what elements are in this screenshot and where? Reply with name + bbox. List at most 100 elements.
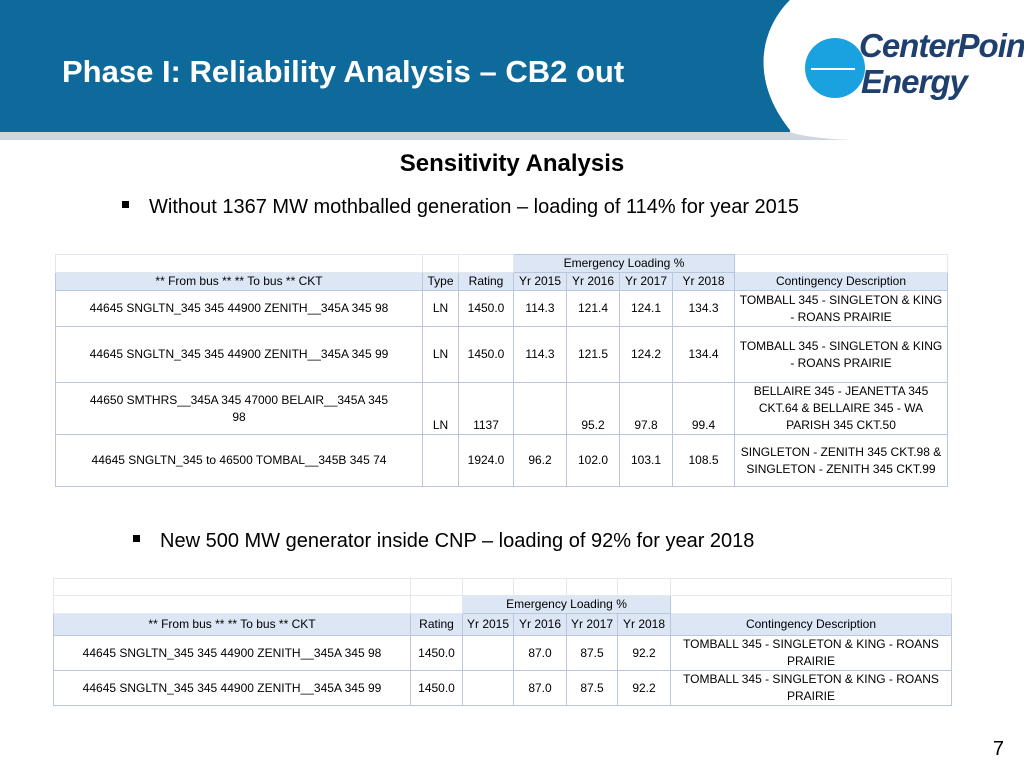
cell-ckt: 44650 SMTHRS__345A 345 47000 BELAIR__345…: [55, 382, 423, 435]
cell-rating: 1450.0: [458, 326, 514, 383]
bullet-2-text: New 500 MW generator inside CNP – loadin…: [160, 530, 755, 552]
cell-yr2018: 134.4: [672, 326, 735, 383]
header-rating: Rating: [410, 613, 463, 636]
header-yr2018: Yr 2018: [617, 613, 671, 636]
page-number: 7: [992, 738, 1004, 760]
header-contingency: Contingency Description: [734, 272, 948, 291]
cell-contingency: TOMBALL 345 - SINGLETON & KING - ROANS P…: [670, 670, 952, 706]
cell-yr2017: 124.2: [619, 326, 673, 383]
centerpoint-logo: CenterPoint. Energy: [805, 28, 1024, 110]
blank-cell: [410, 578, 463, 596]
header-contingency: Contingency Description: [670, 613, 952, 636]
emergency-loading-header: Emergency Loading %: [462, 595, 671, 614]
banner-shape: [0, 0, 1024, 140]
table2-spacer-row: [53, 578, 952, 596]
cell-yr2015: [462, 635, 514, 671]
cell-yr2015: [513, 382, 567, 435]
cell-yr2018: 99.4: [672, 382, 735, 435]
cell-rating: 1450.0: [458, 290, 514, 327]
cell-contingency: SINGLETON - ZENITH 345 CKT.98 & SINGLETO…: [734, 434, 948, 487]
cell-yr2017: 124.1: [619, 290, 673, 327]
cell-yr2015: [462, 670, 514, 706]
blank-cell: [462, 578, 514, 596]
slide-title: Phase I: Reliability Analysis – CB2 out: [62, 54, 625, 89]
header-yr2017: Yr 2017: [619, 272, 673, 291]
cell-type: [422, 434, 459, 487]
cell-contingency: TOMBALL 345 - SINGLETON & KING - ROANS P…: [670, 635, 952, 671]
table-row: 44650 SMTHRS__345A 345 47000 BELAIR__345…: [55, 382, 948, 435]
blank-cell: [670, 578, 952, 596]
cell-yr2015: 114.3: [513, 326, 567, 383]
header-yr2016: Yr 2016: [566, 272, 620, 291]
blank-cell: [670, 595, 952, 614]
header-yr2017: Yr 2017: [566, 613, 618, 636]
bullet-2: New 500 MW generator inside CNP – loadin…: [133, 530, 754, 553]
blank-cell: [53, 578, 411, 596]
table-row: 44645 SNGLTN_345 to 46500 TOMBAL__345B 3…: [55, 434, 948, 487]
blank-cell: [566, 578, 618, 596]
logo-line2: Energy: [861, 63, 968, 100]
cell-ckt: 44645 SNGLTN_345 345 44900 ZENITH__345A …: [55, 326, 423, 383]
table-row: 44645 SNGLTN_345 345 44900 ZENITH__345A …: [53, 670, 952, 706]
cell-ckt: 44645 SNGLTN_345 to 46500 TOMBAL__345B 3…: [55, 434, 423, 487]
cell-contingency: BELLAIRE 345 - JEANETTA 345 CKT.64 & BEL…: [734, 382, 948, 435]
logo-line-icon: [811, 68, 855, 70]
cell-yr2015: 114.3: [513, 290, 567, 327]
bullet-1: Without 1367 MW mothballed generation – …: [122, 196, 799, 219]
bullet-square-icon: [133, 535, 140, 543]
cell-yr2016: 121.4: [566, 290, 620, 327]
cell-yr2016: 87.0: [513, 635, 567, 671]
cell-yr2016: 102.0: [566, 434, 620, 487]
bullet-1-text: Without 1367 MW mothballed generation – …: [149, 196, 800, 218]
loading-table-1: Emergency Loading % ** From bus ** ** To…: [55, 254, 948, 487]
table2-header-row: ** From bus ** ** To bus ** CKT Rating Y…: [53, 613, 952, 636]
logo-wordmark: CenterPoint. Energy: [859, 28, 1024, 100]
table-row: 44645 SNGLTN_345 345 44900 ZENITH__345A …: [55, 326, 948, 383]
header-yr2018: Yr 2018: [672, 272, 735, 291]
logo-line1: CenterPoint.: [859, 27, 1024, 64]
blank-cell: [55, 254, 423, 273]
header-ckt: ** From bus ** ** To bus ** CKT: [53, 613, 411, 636]
table1-header-row: ** From bus ** ** To bus ** CKT Type Rat…: [55, 272, 948, 291]
cell-yr2016: 95.2: [566, 382, 620, 435]
section-title: Sensitivity Analysis: [399, 150, 625, 177]
table-row: 44645 SNGLTN_345 345 44900 ZENITH__345A …: [55, 290, 948, 327]
cell-type: LN: [422, 382, 459, 435]
cell-rating: 1137: [458, 382, 514, 435]
header-rating: Rating: [458, 272, 514, 291]
blank-cell: [617, 578, 671, 596]
cell-yr2017: 87.5: [566, 635, 618, 671]
cell-ckt: 44645 SNGLTN_345 345 44900 ZENITH__345A …: [53, 670, 411, 706]
blank-cell: [422, 254, 459, 273]
header-ckt: ** From bus ** ** To bus ** CKT: [55, 272, 423, 291]
cell-ckt: 44645 SNGLTN_345 345 44900 ZENITH__345A …: [55, 290, 423, 327]
header-type: Type: [422, 272, 459, 291]
cell-yr2018: 92.2: [617, 635, 671, 671]
cell-contingency: TOMBALL 345 - SINGLETON & KING - ROANS P…: [734, 290, 948, 327]
cell-ckt: 44645 SNGLTN_345 345 44900 ZENITH__345A …: [53, 635, 411, 671]
blank-cell: [734, 254, 948, 273]
cell-type: LN: [422, 290, 459, 327]
emergency-loading-header: Emergency Loading %: [513, 254, 735, 273]
cell-yr2018: 134.3: [672, 290, 735, 327]
cell-rating: 1450.0: [410, 635, 463, 671]
table2-group-row: Emergency Loading %: [53, 595, 952, 614]
blank-cell: [458, 254, 514, 273]
header-yr2016: Yr 2016: [513, 613, 567, 636]
cell-yr2018: 108.5: [672, 434, 735, 487]
cell-yr2017: 103.1: [619, 434, 673, 487]
blank-cell: [53, 595, 411, 614]
cell-yr2017: 87.5: [566, 670, 618, 706]
header-yr2015: Yr 2015: [513, 272, 567, 291]
bullet-square-icon: [122, 201, 129, 209]
cell-yr2015: 96.2: [513, 434, 567, 487]
blank-cell: [513, 578, 567, 596]
cell-yr2016: 121.5: [566, 326, 620, 383]
cell-yr2017: 97.8: [619, 382, 673, 435]
table-row: 44645 SNGLTN_345 345 44900 ZENITH__345A …: [53, 635, 952, 671]
cell-rating: 1450.0: [410, 670, 463, 706]
cell-yr2018: 92.2: [617, 670, 671, 706]
cell-yr2016: 87.0: [513, 670, 567, 706]
cell-rating: 1924.0: [458, 434, 514, 487]
loading-table-2: Emergency Loading % ** From bus ** ** To…: [53, 578, 952, 706]
